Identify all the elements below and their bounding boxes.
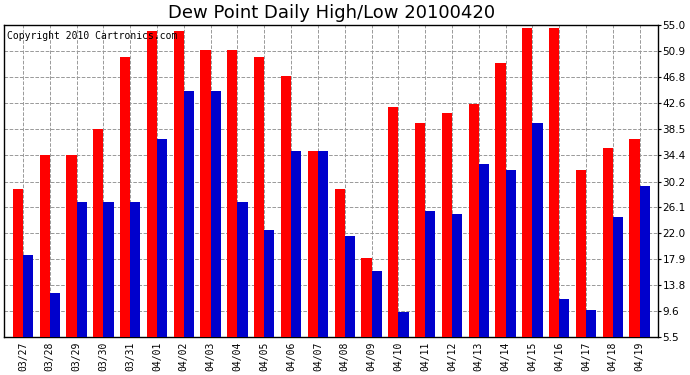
Bar: [533, 123, 542, 337]
Bar: [308, 151, 318, 337]
Bar: [120, 57, 130, 337]
Bar: [147, 32, 157, 337]
Bar: [640, 186, 650, 337]
Bar: [93, 129, 104, 337]
Bar: [130, 202, 140, 337]
Bar: [549, 28, 559, 337]
Bar: [469, 104, 479, 337]
Bar: [77, 202, 87, 337]
Bar: [50, 293, 60, 337]
Bar: [425, 211, 435, 337]
Bar: [237, 202, 248, 337]
Bar: [210, 92, 221, 337]
Bar: [452, 214, 462, 337]
Bar: [629, 139, 640, 337]
Bar: [345, 236, 355, 337]
Bar: [23, 255, 33, 337]
Bar: [174, 32, 184, 337]
Bar: [39, 155, 50, 337]
Bar: [506, 170, 515, 337]
Bar: [66, 155, 77, 337]
Bar: [104, 202, 114, 337]
Bar: [398, 312, 408, 337]
Bar: [442, 113, 452, 337]
Bar: [264, 230, 275, 337]
Bar: [479, 164, 489, 337]
Bar: [371, 271, 382, 337]
Bar: [576, 170, 586, 337]
Bar: [602, 148, 613, 337]
Bar: [362, 258, 371, 337]
Bar: [388, 107, 398, 337]
Bar: [281, 76, 291, 337]
Title: Dew Point Daily High/Low 20100420: Dew Point Daily High/Low 20100420: [168, 4, 495, 22]
Bar: [522, 28, 533, 337]
Bar: [227, 50, 237, 337]
Text: Copyright 2010 Cartronics.com: Copyright 2010 Cartronics.com: [8, 32, 178, 41]
Bar: [335, 189, 345, 337]
Bar: [184, 92, 194, 337]
Bar: [200, 50, 210, 337]
Bar: [495, 63, 506, 337]
Bar: [318, 151, 328, 337]
Bar: [254, 57, 264, 337]
Bar: [586, 310, 596, 337]
Bar: [291, 151, 302, 337]
Bar: [559, 300, 569, 337]
Bar: [613, 217, 623, 337]
Bar: [157, 139, 167, 337]
Bar: [415, 123, 425, 337]
Bar: [12, 189, 23, 337]
